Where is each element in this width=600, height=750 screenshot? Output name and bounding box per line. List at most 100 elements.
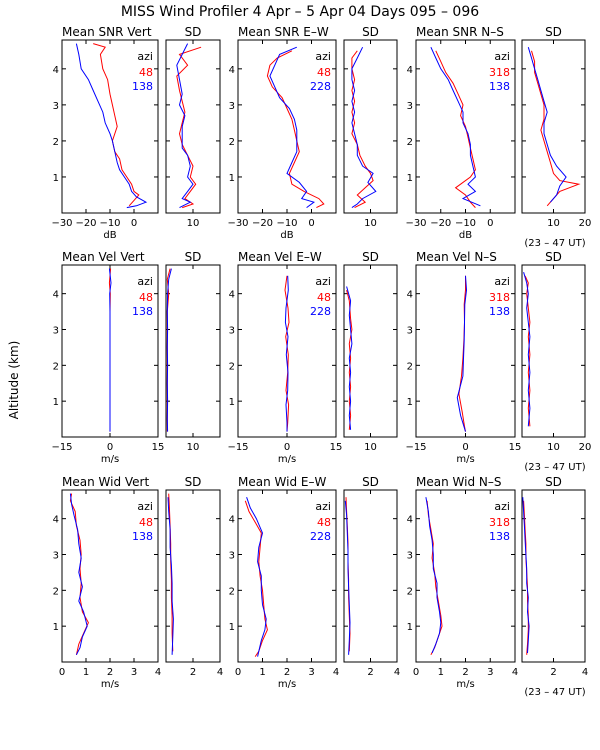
series-line — [522, 497, 530, 654]
y-tick-label: 1 — [229, 173, 235, 184]
legend-entry: 318 — [489, 66, 510, 79]
y-tick-label: 3 — [407, 101, 413, 112]
x-tick-label: 1 — [438, 667, 444, 678]
x-tick-label: 10 — [547, 442, 560, 453]
x-axis-label: dB — [280, 230, 293, 241]
x-tick-label: 0 — [59, 667, 65, 678]
x-tick-label: 3 — [487, 667, 493, 678]
y-tick-label: 4 — [53, 515, 59, 526]
x-axis-label: dB — [103, 230, 116, 241]
panel-title: Mean SNR N–S — [416, 25, 504, 39]
series-line — [166, 268, 172, 432]
x-tick-label: 2 — [550, 667, 556, 678]
y-tick-label: 3 — [53, 326, 59, 337]
series-line — [346, 286, 353, 430]
x-tick-label: 15 — [330, 442, 343, 453]
x-tick-label: 1 — [259, 667, 265, 678]
panel-15: SD 2 4 — [343, 475, 400, 678]
x-tick-label: 10 — [364, 218, 377, 229]
y-tick-label: 2 — [407, 361, 413, 372]
x-tick-label: 1 — [83, 667, 89, 678]
x-tick-label: 3 — [308, 667, 314, 678]
series-line — [75, 43, 148, 209]
y-tick-label: 3 — [53, 551, 59, 562]
x-tick-label: 10 — [187, 442, 200, 453]
series-line — [527, 47, 567, 203]
x-axis-label: m/s — [278, 454, 296, 465]
x-tick-label: 4 — [155, 667, 161, 678]
y-tick-label: 2 — [229, 137, 235, 148]
time-note-row-3: (23 – 47 UT) — [524, 687, 585, 698]
x-axis-label: m/s — [101, 679, 119, 690]
x-tick-label: 10 — [364, 442, 377, 453]
y-tick-label: 2 — [407, 586, 413, 597]
series-line — [351, 50, 374, 209]
y-tick-label: 2 — [53, 361, 59, 372]
legend-entry: 318 — [489, 516, 510, 529]
series-line — [284, 275, 289, 432]
legend-title: azi — [494, 50, 510, 63]
x-tick-label: 0 — [131, 218, 137, 229]
legend-entry: 228 — [310, 305, 331, 318]
x-tick-label: 2 — [284, 667, 290, 678]
panel-frame — [165, 489, 221, 663]
x-tick-label: 4 — [582, 667, 588, 678]
series-line — [430, 46, 481, 207]
panel-1: SD 10 — [165, 25, 221, 229]
y-tick-label: 4 — [407, 515, 413, 526]
panel-frame — [521, 264, 586, 438]
x-tick-label: 0 — [235, 667, 241, 678]
panel-title: SD — [362, 25, 379, 39]
x-tick-label: 10 — [187, 218, 200, 229]
x-tick-label: 15 — [152, 442, 165, 453]
y-tick-label: 1 — [407, 173, 413, 184]
series-line — [344, 500, 351, 655]
x-tick-label: −20 — [430, 218, 451, 229]
panel-5: SD 10 20 — [521, 25, 591, 229]
y-tick-label: 3 — [53, 101, 59, 112]
y-tick-label: 1 — [229, 397, 235, 408]
x-axis-label: m/s — [456, 679, 474, 690]
x-tick-label: −20 — [252, 218, 273, 229]
legend-entry: 138 — [489, 305, 510, 318]
panel-frame — [165, 264, 221, 438]
x-tick-label: −30 — [405, 218, 426, 229]
x-tick-label: 0 — [284, 442, 290, 453]
legend-entry: 318 — [489, 291, 510, 304]
y-tick-label: 4 — [229, 290, 235, 301]
series-line — [456, 275, 468, 432]
y-tick-label: 4 — [53, 65, 59, 76]
legend-entry: 228 — [310, 80, 331, 93]
x-tick-label: 4 — [512, 667, 518, 678]
series-line — [266, 50, 325, 209]
legend-entry: 48 — [317, 516, 331, 529]
x-tick-label: 2 — [462, 667, 468, 678]
y-tick-label: 2 — [229, 586, 235, 597]
panel-3: SD 10 — [343, 25, 398, 229]
legend-title: azi — [315, 275, 331, 288]
panel-title: SD — [362, 250, 379, 264]
legend-title: azi — [137, 275, 153, 288]
legend-title: azi — [315, 500, 331, 513]
legend-title: azi — [315, 50, 331, 63]
x-tick-label: −15 — [227, 442, 248, 453]
legend-entry: 138 — [132, 305, 153, 318]
series-line — [458, 275, 466, 432]
panel-9: SD 10 — [343, 250, 398, 453]
x-tick-label: −15 — [51, 442, 72, 453]
x-tick-label: 15 — [509, 442, 522, 453]
legend-entry: 48 — [139, 291, 153, 304]
legend-title: azi — [137, 50, 153, 63]
y-tick-label: 2 — [407, 137, 413, 148]
series-line — [269, 46, 316, 209]
legend-entry: 138 — [489, 530, 510, 543]
legend-entry: 48 — [317, 291, 331, 304]
series-line — [435, 50, 476, 208]
